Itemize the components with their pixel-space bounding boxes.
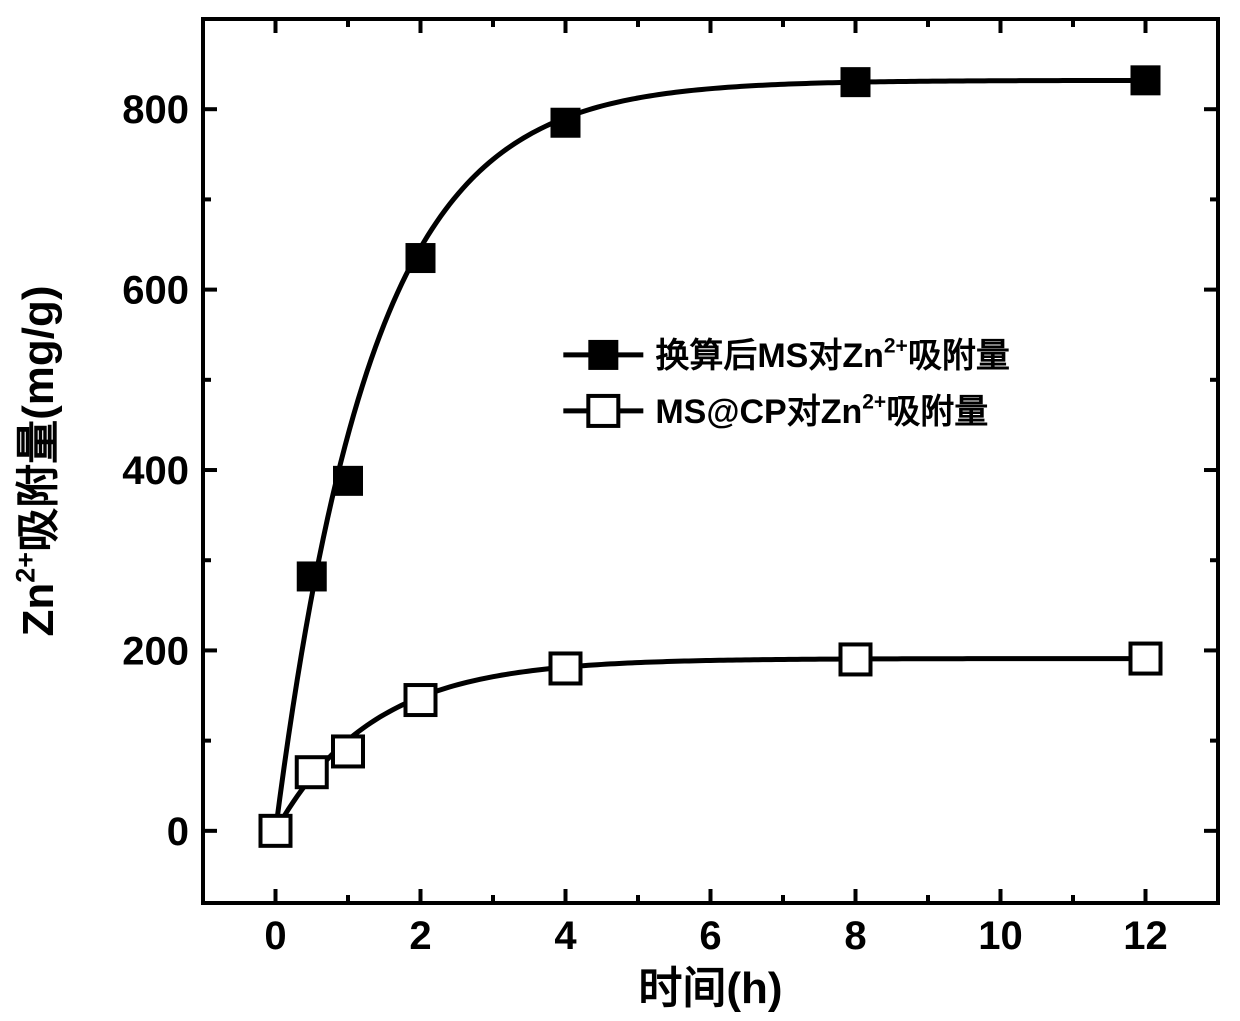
legend-marker xyxy=(588,396,618,426)
x-tick-label: 6 xyxy=(699,914,721,958)
x-tick-label: 8 xyxy=(844,914,866,958)
x-tick-label: 0 xyxy=(264,914,286,958)
y-tick-label: 800 xyxy=(122,88,189,132)
marker-s1 xyxy=(333,466,363,496)
y-axis-label-group: Zn2+吸附量(mg/g) xyxy=(11,286,63,637)
marker-s2 xyxy=(333,736,363,766)
legend-marker xyxy=(588,340,618,370)
marker-s1 xyxy=(406,243,436,273)
y-tick-label: 200 xyxy=(122,629,189,673)
x-axis-label: 时间(h) xyxy=(638,964,782,1013)
marker-s2 xyxy=(841,644,871,674)
legend-label: MS@CP对Zn2+吸附量 xyxy=(655,391,988,431)
marker-s1 xyxy=(551,108,581,138)
x-tick-label: 10 xyxy=(978,914,1023,958)
marker-s2 xyxy=(551,653,581,683)
marker-s1 xyxy=(297,561,327,591)
marker-s2 xyxy=(406,685,436,715)
x-tick-label: 2 xyxy=(409,914,431,958)
marker-s2 xyxy=(261,816,291,846)
x-tick-label: 4 xyxy=(554,914,577,958)
adsorption-chart: 0 2 4 6 8 10 12 0 200 400 600 800 时间(h) Zn2+吸附量(mg/g)… xyxy=(0,0,1240,1021)
y-axis-label: Zn2+吸附量(mg/g) xyxy=(11,286,63,637)
y-tick-label: 400 xyxy=(122,449,189,493)
marker-s2 xyxy=(297,757,327,787)
x-tick-label: 12 xyxy=(1123,914,1168,958)
marker-s2 xyxy=(1131,644,1161,674)
y-tick-label: 0 xyxy=(167,810,189,854)
y-tick-label: 600 xyxy=(122,269,189,313)
marker-s1 xyxy=(841,67,871,97)
marker-s1 xyxy=(1131,65,1161,95)
legend-label: 换算后MS对Zn2+吸附量 xyxy=(655,335,1010,375)
